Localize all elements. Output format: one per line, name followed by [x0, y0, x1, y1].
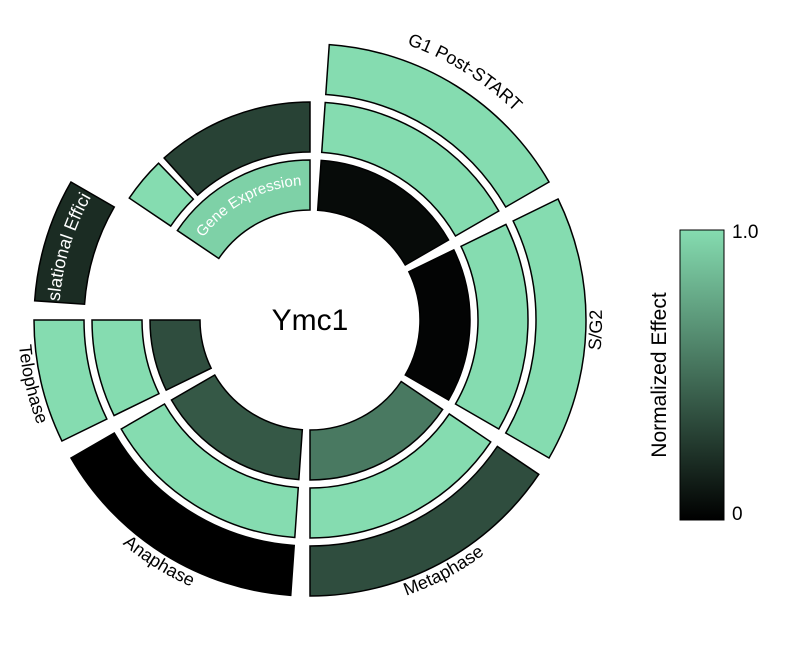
legend-tick-top: 1.0	[732, 222, 758, 243]
center-label: Ymc1	[272, 304, 349, 337]
legend-bar	[680, 230, 724, 520]
cell	[405, 250, 470, 400]
legend-title: Normalized Effect	[648, 292, 671, 458]
cell	[92, 320, 159, 416]
sunburst-chart: G1 Post-STARTS/G2MetaphaseAnaphaseTeloph…	[0, 0, 800, 650]
segment-label: S/G2	[585, 310, 607, 351]
cell	[150, 320, 211, 390]
legend-tick-bottom: 0	[732, 504, 743, 525]
